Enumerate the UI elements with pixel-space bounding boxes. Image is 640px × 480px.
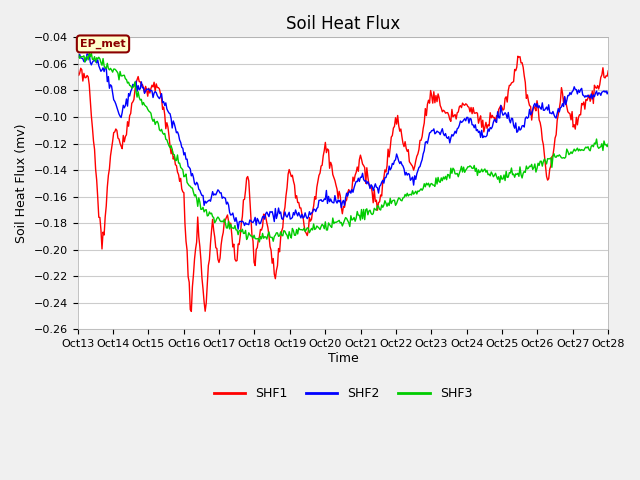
SHF1	[362, 180, 369, 186]
Text: EP_met: EP_met	[80, 39, 126, 49]
SHF2	[363, 181, 371, 187]
SHF1	[188, 309, 195, 314]
SHF1	[74, 67, 81, 73]
SHF2	[392, 157, 399, 163]
SHF2	[594, 92, 602, 98]
SHF1	[514, 53, 522, 59]
SHF1	[594, 83, 602, 88]
Y-axis label: Soil Heat Flux (mv): Soil Heat Flux (mv)	[15, 123, 28, 243]
SHF3	[363, 206, 371, 212]
SHF2	[331, 193, 339, 199]
SHF2	[328, 199, 335, 204]
Line: SHF3: SHF3	[77, 53, 608, 242]
SHF3	[392, 203, 399, 208]
SHF3	[328, 225, 335, 230]
SHF1	[327, 159, 335, 165]
SHF2	[83, 51, 91, 57]
SHF1	[330, 175, 338, 180]
SHF3	[255, 239, 263, 245]
SHF3	[85, 50, 93, 56]
Title: Soil Heat Flux: Soil Heat Flux	[286, 15, 400, 33]
SHF1	[390, 123, 398, 129]
X-axis label: Time: Time	[328, 352, 358, 365]
Line: SHF2: SHF2	[77, 54, 608, 229]
SHF3	[331, 219, 339, 225]
SHF3	[511, 174, 518, 180]
Legend: SHF1, SHF2, SHF3: SHF1, SHF2, SHF3	[209, 382, 477, 405]
SHF1	[509, 79, 517, 84]
SHF3	[604, 141, 612, 147]
SHF2	[511, 125, 518, 131]
Line: SHF1: SHF1	[77, 56, 608, 312]
SHF3	[74, 53, 81, 59]
SHF1	[604, 68, 612, 74]
SHF2	[74, 53, 81, 59]
SHF2	[604, 88, 612, 94]
SHF2	[234, 226, 242, 232]
SHF3	[594, 144, 602, 149]
